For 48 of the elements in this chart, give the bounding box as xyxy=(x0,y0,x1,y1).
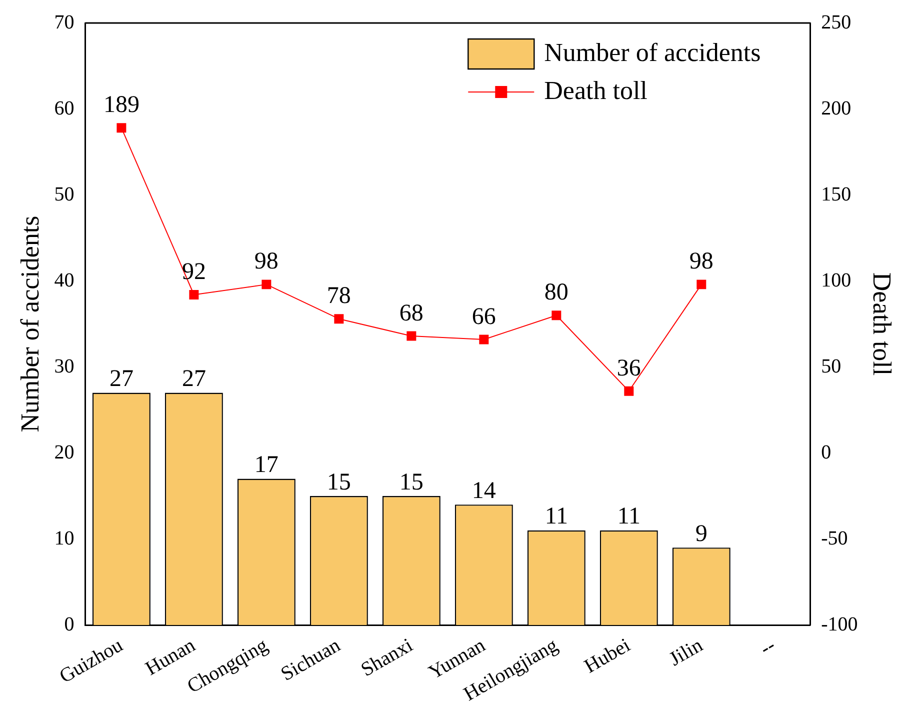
point xyxy=(262,280,272,290)
point xyxy=(696,280,706,290)
y-tick-label: 70 xyxy=(54,11,74,34)
x-tick-label: -- xyxy=(756,634,780,660)
y2-tick-label: 0 xyxy=(821,441,832,464)
point xyxy=(406,331,416,341)
y2-tick-label: 50 xyxy=(821,355,842,378)
data-label: 11 xyxy=(544,504,568,530)
y-tick-label: 0 xyxy=(64,613,74,636)
data-label: 27 xyxy=(182,366,206,392)
legend-label: Death toll xyxy=(544,76,648,105)
legend-label: Number of accidents xyxy=(544,38,761,67)
point xyxy=(624,386,634,396)
y2-tick-label: -50 xyxy=(821,527,848,550)
data-label: 98 xyxy=(254,248,278,275)
data-label: 68 xyxy=(399,300,424,326)
y2-tick-label: 100 xyxy=(821,269,852,292)
y-tick-label: 30 xyxy=(54,355,74,378)
y-axis-title: Number of accidents xyxy=(15,216,44,432)
point xyxy=(479,334,489,344)
y-tick-label: 10 xyxy=(54,527,74,550)
y2-tick-label: -100 xyxy=(821,613,858,636)
x-tick-label: Jilin xyxy=(666,634,707,670)
point xyxy=(334,314,344,324)
y2-tick-label: 250 xyxy=(821,11,852,34)
data-label: 15 xyxy=(399,469,424,496)
point xyxy=(189,290,199,300)
point xyxy=(116,123,126,133)
y-tick-label: 40 xyxy=(54,269,74,292)
y2-tick-label: 200 xyxy=(821,97,852,120)
data-label: 78 xyxy=(326,283,351,310)
y2-tick-label: 150 xyxy=(821,183,852,206)
data-label: 66 xyxy=(472,304,496,330)
point xyxy=(552,310,562,320)
data-label: 17 xyxy=(254,452,278,478)
data-label: 15 xyxy=(326,469,351,496)
data-label: 80 xyxy=(544,280,568,306)
data-label: 14 xyxy=(472,478,496,504)
data-label: 189 xyxy=(103,92,140,118)
data-label: 27 xyxy=(109,366,134,392)
y-tick-label: 60 xyxy=(54,97,74,120)
data-label: 11 xyxy=(617,504,640,530)
y-tick-label: 20 xyxy=(54,441,74,464)
y2-axis-title: Death toll xyxy=(868,272,897,376)
data-label: 9 xyxy=(695,520,708,547)
y-tick-label: 50 xyxy=(54,183,74,206)
data-label: 98 xyxy=(689,248,714,275)
data-label: 36 xyxy=(616,355,641,382)
